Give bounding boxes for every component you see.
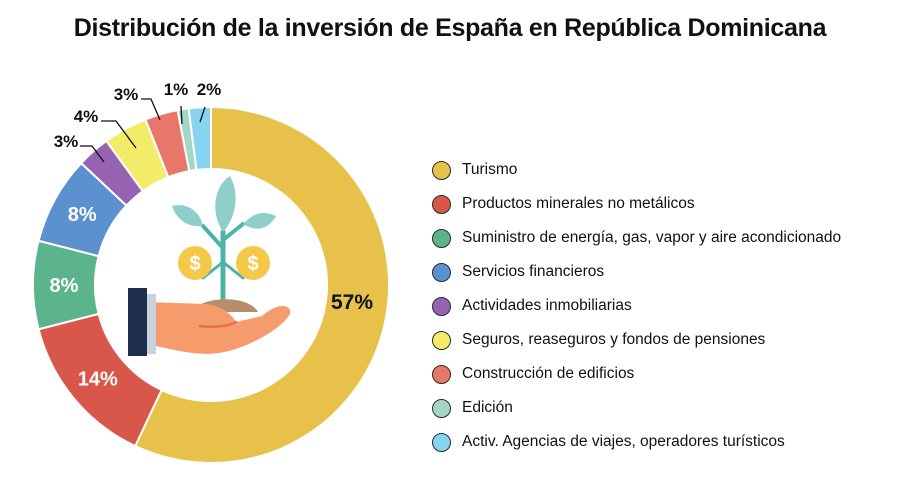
donut-slices: [32, 105, 390, 464]
legend-item-actividades-inmobiliarias: Actividades inmobiliarias: [432, 289, 841, 323]
legend-label: Servicios financieros: [462, 263, 605, 280]
legend-item-edicion: Edición: [432, 391, 841, 425]
slice-turismo: [133, 105, 390, 464]
legend-item-servicios-financieros: Servicios financieros: [432, 255, 841, 289]
leader-line-seguros-reaseguros-y-fondos-de-pensiones: [101, 120, 137, 149]
data-label-construccion-de-edificios: 3%: [114, 85, 139, 104]
leader-line-activ-agencias-de-viajes-operadores-turisticos: [199, 106, 206, 123]
legend: Turismo Productos minerales no metálicos S…: [432, 153, 841, 459]
data-label-actividades-inmobiliarias: 3%: [54, 132, 79, 151]
legend-swatch: [432, 228, 451, 248]
legend-item-seguros-reaseguros-y-fondos-de-pensiones: Seguros, reaseguros y fondos de pensione…: [432, 323, 841, 357]
legend-item-productos-minerales-no-metalicos: Productos minerales no metálicos: [432, 187, 841, 221]
leader-line-edicion: [180, 105, 183, 125]
legend-item-turismo: Turismo: [432, 153, 841, 187]
chart-title: Distribución de la inversión de España e…: [73, 14, 827, 42]
data-label-productos-minerales-no-metalicos: 14%: [78, 369, 118, 391]
legend-swatch: [432, 364, 451, 384]
legend-swatch: [432, 398, 451, 418]
data-label-suministro-de-energia-gas-vapor-y-aire-acondicionado: 8%: [50, 275, 79, 297]
legend-label: Productos minerales no metálicos: [462, 195, 695, 212]
legend-label: Turismo: [462, 161, 518, 178]
legend-swatch: [432, 330, 451, 350]
legend-swatch: [432, 262, 451, 282]
data-label-turismo: 57%: [331, 291, 373, 314]
data-label-edicion: 1%: [164, 80, 189, 99]
svg-text:$: $: [247, 253, 258, 275]
svg-text:$: $: [189, 253, 200, 275]
data-label-servicios-financieros: 8%: [68, 204, 97, 226]
data-label-seguros-reaseguros-y-fondos-de-pensiones: 4%: [74, 107, 99, 126]
legend-label: Actividades inmobiliarias: [462, 297, 632, 314]
legend-item-activ-agencias-de-viajes-operadores-turisticos: Activ. Agencias de viajes, operadores tu…: [432, 425, 841, 459]
legend-label: Seguros, reaseguros y fondos de pensione…: [462, 331, 766, 348]
legend-item-suministro-de-energia-gas-vapor-y-aire-acondicionado: Suministro de energía, gas, vapor y aire…: [432, 221, 841, 255]
plant-growing-coins-hand-icon: $ $: [128, 176, 291, 356]
legend-label: Edición: [462, 399, 513, 416]
leader-line-construccion-de-edificios: [141, 98, 161, 121]
slice-activ-agencias-de-viajes-operadores-turisticos: [187, 105, 212, 172]
data-label-activ-agencias-de-viajes-operadores-turisticos: 2%: [197, 80, 222, 99]
leader-line-actividades-inmobiliarias: [80, 145, 105, 163]
legend-label: Construcción de edificios: [462, 365, 635, 382]
legend-item-construccion-de-edificios: Construcción de edificios: [432, 357, 841, 391]
legend-swatch: [432, 432, 451, 452]
donut-chart: 57% 14% 8% 8% 3% 4% 3% 1% 2% $ $: [32, 80, 390, 464]
legend-label: Activ. Agencias de viajes, operadores tu…: [462, 433, 785, 450]
legend-swatch: [432, 194, 451, 214]
data-labels: 57% 14% 8% 8% 3% 4% 3% 1% 2%: [50, 80, 374, 391]
legend-swatch: [432, 160, 451, 180]
legend-label: Suministro de energía, gas, vapor y aire…: [462, 229, 842, 246]
legend-swatch: [432, 296, 451, 316]
leader-lines: [80, 98, 206, 163]
